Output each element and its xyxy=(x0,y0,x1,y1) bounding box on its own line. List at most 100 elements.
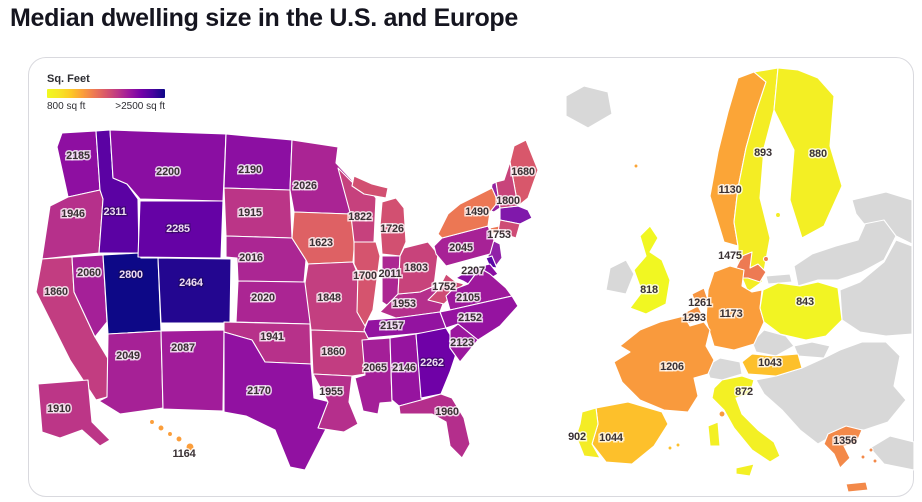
region-michigan[interactable] xyxy=(351,175,389,199)
region-alaska[interactable] xyxy=(37,379,111,447)
region-wyoming[interactable] xyxy=(137,200,224,259)
region-oregon[interactable] xyxy=(41,189,104,260)
region-italy[interactable] xyxy=(707,421,721,447)
region-west-virginia[interactable] xyxy=(427,273,465,305)
value-label: 2105 xyxy=(456,292,480,304)
value-label: 1753 xyxy=(487,229,511,241)
region-hawaii[interactable] xyxy=(157,424,165,432)
region-colorado[interactable] xyxy=(157,257,232,324)
region-france[interactable] xyxy=(613,315,715,413)
value-label: 902 xyxy=(568,431,586,443)
legend-max-label: >2500 sq ft xyxy=(115,101,165,112)
region-greece[interactable] xyxy=(823,425,863,469)
value-label: 2285 xyxy=(166,223,190,235)
region-austria[interactable] xyxy=(741,353,803,377)
region-ohio[interactable] xyxy=(397,241,439,295)
value-label: 1680 xyxy=(511,166,535,178)
region-hawaii[interactable] xyxy=(166,430,174,438)
value-label: 2152 xyxy=(458,312,482,324)
region-france[interactable] xyxy=(718,410,726,418)
region-greece[interactable] xyxy=(872,458,878,464)
value-label: 1860 xyxy=(321,346,345,358)
region-hawaii[interactable] xyxy=(148,418,156,426)
value-label: 1130 xyxy=(718,184,741,196)
legend-min-label: 800 sq ft xyxy=(47,101,86,112)
region-italy[interactable] xyxy=(711,375,781,463)
value-label: 2146 xyxy=(392,362,416,374)
region-arizona[interactable] xyxy=(98,330,164,415)
region-pennsylvania[interactable] xyxy=(433,225,495,267)
value-label: 1752 xyxy=(432,281,456,293)
value-label: 2157 xyxy=(380,320,404,332)
value-label: 2065 xyxy=(363,362,387,374)
value-label: 2800 xyxy=(119,269,143,281)
region-iceland xyxy=(565,85,613,129)
value-label: 1206 xyxy=(660,361,684,373)
value-label: 2060 xyxy=(77,267,101,279)
value-label: 880 xyxy=(809,148,827,160)
value-label: 2190 xyxy=(238,164,262,176)
region-north-carolina[interactable] xyxy=(439,295,519,341)
region-slovakia xyxy=(793,341,831,359)
value-label: 1173 xyxy=(719,308,742,320)
value-label: 1848 xyxy=(317,292,341,304)
value-label: 872 xyxy=(735,386,753,398)
value-label: 2262 xyxy=(420,357,444,369)
region-florida[interactable] xyxy=(398,393,471,459)
value-label: 2049 xyxy=(116,350,140,362)
region-new-hampshire[interactable] xyxy=(495,161,519,209)
region-utah[interactable] xyxy=(102,252,162,335)
value-label: 1860 xyxy=(44,286,68,298)
region-new-york[interactable] xyxy=(437,187,499,239)
region-nebraska[interactable] xyxy=(225,235,307,283)
region-hawaii[interactable] xyxy=(185,442,195,452)
region-arkansas[interactable] xyxy=(310,329,370,377)
value-label: 2016 xyxy=(239,252,263,264)
region-italy[interactable] xyxy=(735,463,755,477)
region-greece[interactable] xyxy=(845,481,869,493)
value-label: 1960 xyxy=(435,406,459,418)
value-label: 1043 xyxy=(758,357,782,369)
region-south-carolina[interactable] xyxy=(449,323,479,363)
value-label: 1800 xyxy=(496,195,520,207)
region-hawaii[interactable] xyxy=(175,435,183,443)
region-connecticut[interactable] xyxy=(497,219,521,239)
region-poland[interactable] xyxy=(759,281,843,341)
legend-title: Sq. Feet xyxy=(47,73,90,85)
value-label: 1955 xyxy=(319,386,343,398)
region-spain[interactable] xyxy=(667,445,673,451)
region-north-dakota[interactable] xyxy=(223,133,293,191)
value-label: 1915 xyxy=(238,207,262,219)
region-washington[interactable] xyxy=(56,130,101,198)
region-denmark[interactable] xyxy=(762,255,770,263)
region-finland[interactable] xyxy=(773,67,843,239)
value-label: 843 xyxy=(796,296,814,308)
value-label: 1490 xyxy=(465,206,489,218)
region-turkey xyxy=(869,435,915,471)
region-united-kingdom[interactable] xyxy=(629,225,671,315)
region-greece[interactable] xyxy=(860,454,866,460)
region-greece[interactable] xyxy=(868,447,874,453)
region-new-mexico[interactable] xyxy=(160,329,225,412)
region-switzerland xyxy=(705,357,743,381)
region-louisiana[interactable] xyxy=(312,373,359,433)
region-kaliningrad xyxy=(765,273,793,285)
value-label: 2464 xyxy=(179,277,204,289)
value-label: 2026 xyxy=(293,180,317,192)
value-label: 1044 xyxy=(599,432,624,444)
value-label: 1941 xyxy=(260,331,284,343)
region-illinois[interactable] xyxy=(353,241,381,327)
region-sweden[interactable] xyxy=(774,211,782,219)
region-portugal[interactable] xyxy=(575,407,601,459)
region-norway[interactable] xyxy=(633,163,639,169)
value-label: 893 xyxy=(754,147,772,159)
value-label: 2011 xyxy=(378,268,401,280)
value-label: 1953 xyxy=(392,298,416,310)
value-label: 2200 xyxy=(156,166,180,178)
region-nevada[interactable] xyxy=(71,254,108,338)
value-label: 1475 xyxy=(718,250,742,262)
region-eastern-europe xyxy=(839,239,913,337)
value-label: 2045 xyxy=(449,242,473,254)
value-label: 2207 xyxy=(461,265,485,277)
region-spain[interactable] xyxy=(675,442,681,448)
